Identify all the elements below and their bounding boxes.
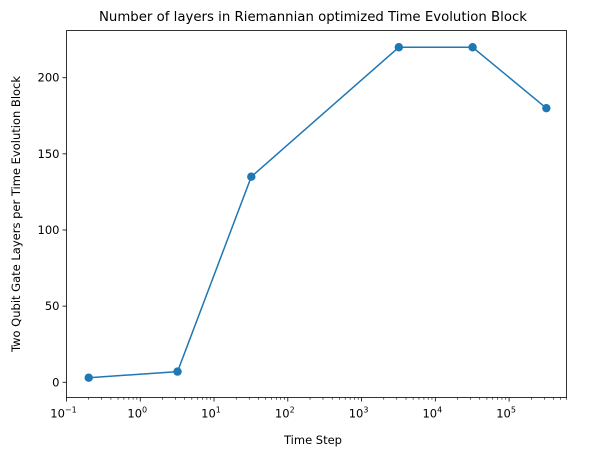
series-line [88, 46, 547, 379]
y-tick-label-2: 100 [38, 223, 60, 237]
y-tick-label-1: 50 [45, 299, 60, 313]
x-tick-label-6: 105 [496, 406, 516, 421]
data-point-4 [394, 43, 404, 52]
data-point-1 [84, 373, 93, 382]
x-tick-label-3: 102 [275, 406, 295, 421]
x-tick-label-2: 101 [201, 406, 221, 421]
y-tick-label-4: 200 [38, 71, 60, 85]
data-point-3 [247, 172, 256, 181]
axes-frame [66, 30, 567, 398]
x-tick-label-1: 100 [127, 406, 147, 421]
data-point-6 [542, 103, 551, 113]
x-tick-label-4: 103 [349, 406, 369, 421]
x-tick-label-0: 10−1 [50, 406, 76, 421]
x-tick-label-5: 104 [422, 406, 442, 421]
data-point-5 [468, 43, 477, 52]
data-point-2 [173, 367, 182, 376]
x-axis-label: Time Step [283, 433, 342, 447]
y-tick-label-3: 150 [38, 147, 60, 161]
y-tick-label-0: 0 [52, 375, 59, 389]
x-axis: 10−1 100 101 102 103 104 105 [50, 397, 567, 421]
chart-title: Number of layers in Riemannian optimized… [99, 10, 527, 25]
y-axis: 0 50 100 150 200 [38, 71, 67, 389]
plot-area [84, 43, 551, 382]
y-axis-label: Two Qubit Gate Layers per Time Evolution… [9, 76, 23, 353]
